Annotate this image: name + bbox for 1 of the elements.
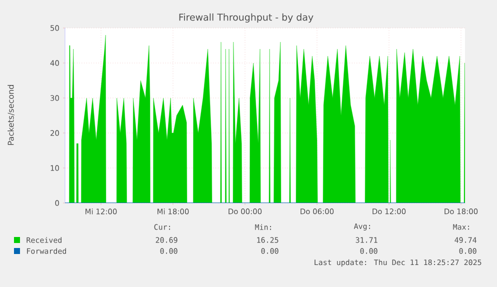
chart-title: Firewall Throughput - by day <box>179 13 314 23</box>
